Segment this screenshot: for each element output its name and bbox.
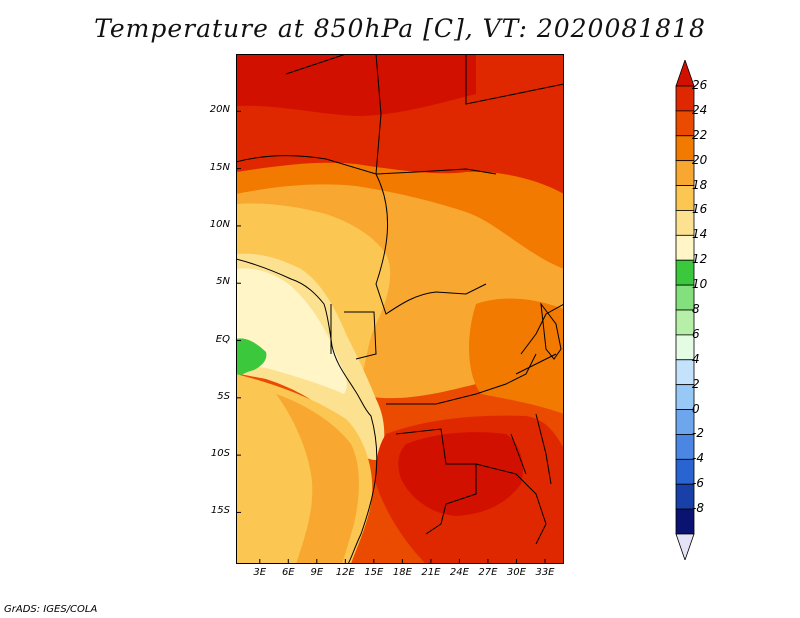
- field-green-10-12: [236, 338, 267, 376]
- lat-tick-label: 15S: [210, 505, 230, 517]
- lon-tick-label: 24E: [449, 567, 469, 578]
- field-angola-26: [398, 432, 523, 516]
- lat-tick-label: 10N: [209, 218, 230, 230]
- lon-tick-label: 18E: [392, 567, 412, 578]
- colorbar-label: 22: [692, 127, 708, 142]
- colorbar-label: 14: [692, 227, 708, 242]
- colorbar-label: 12: [692, 252, 708, 267]
- colorbar-label: -8: [692, 501, 704, 516]
- lat-tick-label: 20N: [209, 104, 230, 116]
- colorbar-label: 24: [692, 102, 708, 117]
- field-north-26: [236, 54, 476, 116]
- colorbar-label: 0: [692, 401, 700, 416]
- lat-tick-label: 15N: [209, 161, 230, 173]
- lon-tick-label: 6E: [281, 567, 295, 578]
- colorbar-bottom-arrow: [675, 533, 695, 560]
- lon-tick-label: 21E: [421, 567, 441, 578]
- field-east-20-22: [469, 298, 564, 414]
- colorbar-label: 16: [692, 202, 708, 217]
- field-ocean-12-14: [236, 268, 347, 394]
- temperature-map: [236, 54, 564, 564]
- field-satl-18-20: [276, 394, 359, 564]
- colorbar: [675, 60, 695, 560]
- lat-tick-label: 10S: [210, 448, 230, 460]
- colorbar-label: -6: [692, 476, 704, 491]
- grads-credit: GrADS: IGES/COLA: [4, 604, 98, 615]
- colorbar-label: 26: [692, 78, 708, 92]
- lon-tick-label: 33E: [535, 567, 555, 578]
- lon-tick-label: 9E: [310, 567, 324, 578]
- lon-tick-label: 12E: [335, 567, 355, 578]
- colorbar-label: 18: [692, 177, 708, 192]
- colorbar-label: 6: [692, 326, 700, 341]
- lon-tick-label: 27E: [478, 567, 498, 578]
- map-canvas: [236, 54, 564, 564]
- lon-tick-label: 30E: [506, 567, 526, 578]
- lat-tick-label: 5N: [216, 276, 230, 288]
- chart-title: Temperature at 850hPa [C], VT: 202008181…: [94, 14, 706, 43]
- colorbar-label: 20: [692, 152, 708, 167]
- colorbar-label: 2: [692, 376, 700, 391]
- lat-tick-label: EQ: [215, 333, 230, 345]
- lon-ticks: [259, 559, 546, 564]
- lon-tick-label: 15E: [364, 567, 384, 578]
- colorbar-label: -4: [692, 451, 704, 466]
- colorbar-label: -2: [692, 426, 704, 441]
- lon-tick-label: 3E: [253, 567, 267, 578]
- colorbar-label: 4: [692, 351, 700, 366]
- lat-ticks: [236, 110, 241, 513]
- lat-tick-label: 5S: [217, 390, 230, 402]
- map-border: [236, 54, 564, 564]
- colorbar-label: 10: [692, 277, 708, 292]
- colorbar-label: 8: [692, 302, 700, 316]
- coastlines: [236, 54, 564, 564]
